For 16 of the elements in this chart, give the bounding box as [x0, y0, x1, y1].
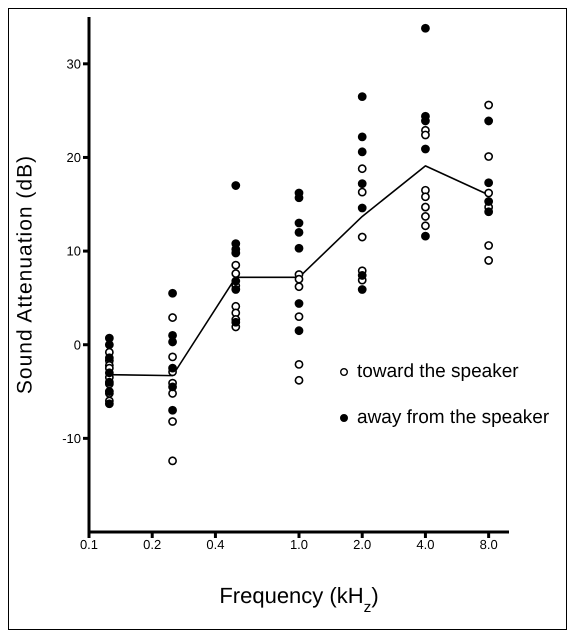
y-tick-label: -10 — [62, 430, 81, 446]
y-tick-label: 0 — [74, 337, 81, 352]
x-tick-label: 2.0 — [353, 537, 372, 552]
legend-label: away from the speaker — [357, 406, 550, 430]
x-tick-label: 8.0 — [480, 537, 498, 552]
x-tick-label: 0.4 — [206, 537, 224, 552]
legend-label: toward the speaker — [357, 360, 519, 384]
x-tick-label: 1.0 — [290, 537, 308, 552]
y-axis-title: Sound Attenuation (dB) — [13, 154, 36, 394]
x-tick-label: 0.1 — [80, 537, 98, 552]
y-tick-label: 20 — [66, 150, 81, 166]
x-axis-title: Frequency (kH$_{z}$) — [219, 583, 379, 616]
x-tick-label: 4.0 — [416, 537, 434, 552]
y-tick-label: 10 — [66, 244, 81, 259]
x-tick-label: 0.2 — [143, 537, 162, 552]
y-tick-label: 30 — [66, 56, 81, 72]
